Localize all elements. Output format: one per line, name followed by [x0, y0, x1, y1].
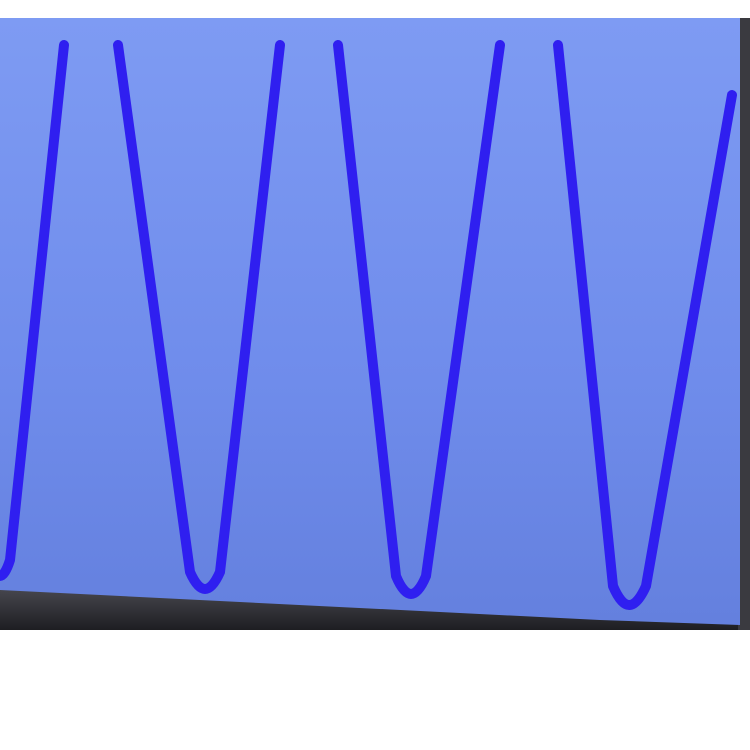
wave-trace: [0, 40, 737, 610]
waveform: [0, 40, 737, 610]
bezel-right: [738, 18, 750, 630]
